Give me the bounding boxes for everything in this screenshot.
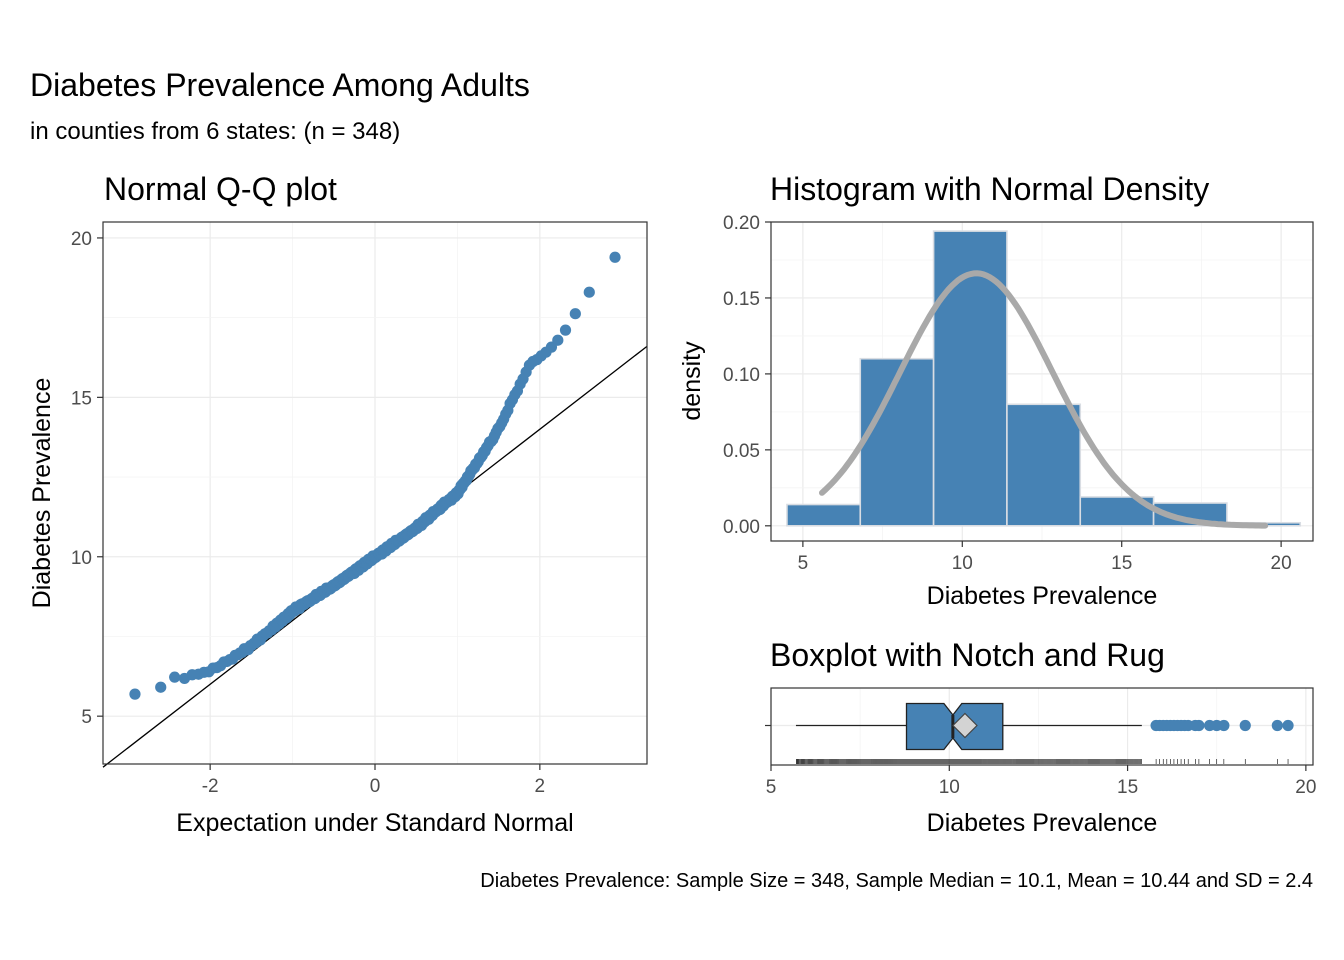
qq-y-tick-label: 10 [71,548,92,569]
histogram-x-tick-label: 20 [1271,553,1292,574]
boxplot-box [795,702,1142,751]
histogram-y-tick-label: 0.15 [723,289,760,310]
qq-point [129,688,141,700]
qq-panel: Normal Q-Q plot -2 0 2 5 10 15 20 Expectation … [28,171,648,837]
histogram-x-tick-label: 10 [952,553,973,574]
histogram-bar [786,503,862,527]
qq-point [552,334,564,346]
qq-y-tick-label: 15 [71,388,92,409]
qq-point [559,324,572,336]
histogram-axes: 5 10 15 20 0.00 0.05 0.10 0.15 0.20 [723,213,1292,574]
histogram-bar [1006,403,1082,527]
qq-y-tick-label: 5 [81,707,92,728]
histogram-y-tick-label: 0.20 [723,213,760,234]
qq-point [155,681,167,693]
qq-x-axis-title: Expectation under Standard Normal [176,809,573,837]
qq-x-tick-label: 0 [370,776,381,797]
histogram-x-tick-label: 15 [1111,553,1132,574]
boxplot-outlier-point [1282,719,1294,732]
histogram-bar [859,357,935,527]
boxplot-axes: 5 10 15 20 [765,724,1316,798]
qq-y-tick-label: 20 [71,229,92,250]
qq-x-tick-label: 2 [535,776,546,797]
histogram-y-tick-label: 0.10 [723,365,760,386]
boxplot-x-tick-label: 20 [1295,777,1316,798]
histogram-panel: Histogram with Normal Density 5 10 15 20 0.0… [678,171,1314,610]
qq-point [569,308,581,320]
boxplot-mean-marker [952,712,978,739]
boxplot-frame [770,687,1314,766]
qq-point [169,671,181,683]
qq-points [129,251,621,700]
qq-axes: -2 0 2 5 10 15 20 [71,229,545,797]
qq-y-axis-title: Diabetes Prevalence [28,378,56,609]
histogram-frame [770,221,1314,542]
boxplot-outlier-point [1271,719,1283,732]
histogram-y-tick-label: 0.00 [723,517,760,538]
qq-x-tick-label: -2 [202,776,219,797]
histogram-density-line [819,270,1269,529]
figure-caption: Diabetes Prevalence: Sample Size = 348, … [480,870,1313,892]
boxplot-outlier-point [1239,719,1251,732]
boxplot-outliers [1150,719,1294,732]
boxplot-outlier-point [1193,719,1205,732]
figure-title: Diabetes Prevalence Among Adults [30,67,530,103]
histogram-y-tick-label: 0.05 [723,441,760,462]
boxplot-title: Boxplot with Notch and Rug [770,637,1165,673]
boxplot-x-tick-label: 15 [1117,777,1138,798]
boxplot-x-tick-label: 10 [939,777,960,798]
boxplot-panel: Boxplot with Notch and Rug 5 10 15 20 Diabe… [765,637,1316,837]
boxplot-x-axis-title: Diabetes Prevalence [927,809,1158,837]
qq-title: Normal Q-Q plot [104,171,337,207]
figure-subtitle: in counties from 6 states: (n = 348) [30,118,400,145]
boxplot-outlier-point [1218,719,1230,732]
histogram-title: Histogram with Normal Density [770,171,1209,207]
boxplot-grid [770,688,1313,765]
qq-point [609,251,621,263]
histogram-density-curve [819,270,1269,529]
boxplot-x-tick-label: 5 [766,777,777,798]
histogram-x-tick-label: 5 [798,553,809,574]
boxplot-rug [796,759,1289,764]
histogram-y-axis-title: density [678,341,706,421]
qq-grid [103,222,647,764]
histogram-bars [786,230,1302,527]
qq-point [583,286,595,298]
histogram-x-axis-title: Diabetes Prevalence [927,582,1158,610]
histogram-bar [1152,502,1228,527]
